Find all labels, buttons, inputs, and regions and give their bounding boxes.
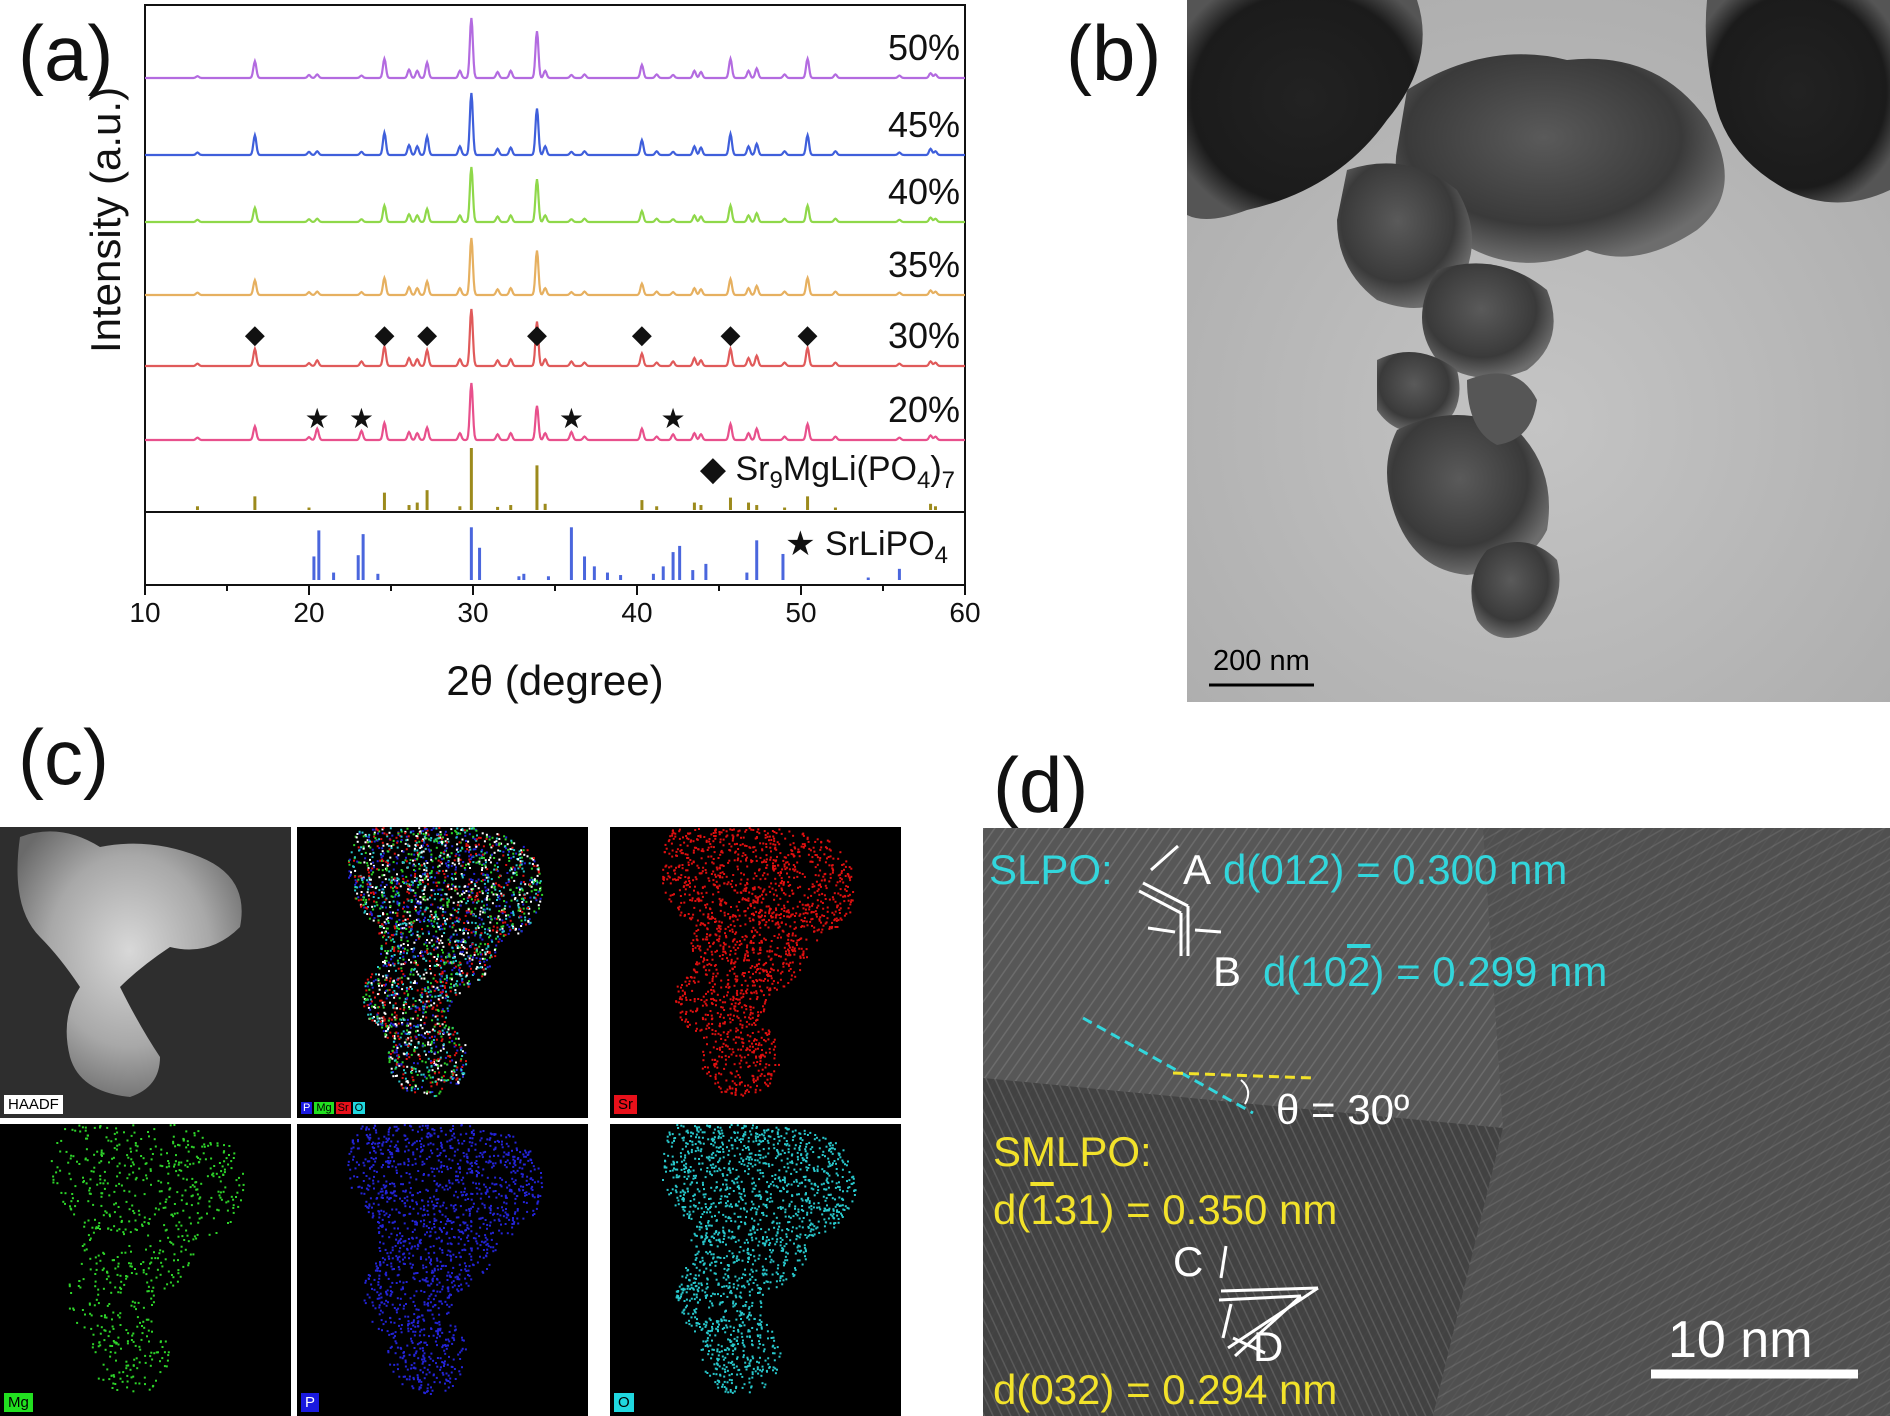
series-label-40pct: 40%: [888, 171, 960, 212]
eds-overlay-legend-p: P: [301, 1102, 313, 1114]
reference-legend-sr9mgli-part-6: 7: [942, 467, 955, 494]
diamond-marker-2: ◆: [417, 319, 437, 349]
diamond-marker-0: ◆: [245, 319, 265, 349]
eds-overlay-legend-sr: Sr: [335, 1102, 351, 1114]
eds-label-o: O: [614, 1393, 634, 1412]
diamond-marker-4: ◆: [632, 319, 652, 349]
series-line-35pct: [145, 237, 965, 297]
hrtem-d102-bar: 2: [1347, 948, 1371, 995]
star-marker-0: ★: [305, 403, 330, 434]
series-line-50pct: [145, 17, 965, 80]
x-axis-label: 2θ (degree): [446, 657, 663, 704]
hrtem-d102: d(102) = 0.299 nm: [1263, 948, 1607, 996]
panel-label-b: (b): [1066, 9, 1162, 97]
tem-image: 200 nm: [1187, 0, 1890, 702]
x-tick-label-2: 30: [457, 597, 488, 628]
hrtem-d012: d(012) = 0.300 nm: [1223, 846, 1568, 893]
star-marker-3: ★: [661, 403, 686, 434]
eds-label-p: P: [301, 1393, 320, 1412]
eds-map-o: O: [610, 1124, 901, 1416]
hrtem-d131: d(131) = 0.350 nm: [993, 1186, 1337, 1234]
reference-legend-sr9mgli-part-1: Sr: [735, 450, 769, 488]
hrtem-d102-post: ) = 0.299 nm: [1370, 948, 1608, 995]
panel-label-a: (a): [18, 9, 114, 97]
diamond-marker-6: ◆: [798, 319, 818, 349]
x-tick-label-5: 60: [949, 597, 980, 628]
reference-legend-srlipo4-part-0: ★: [785, 525, 825, 563]
diamond-marker-1: ◆: [374, 319, 394, 349]
eds-map-p: P: [297, 1124, 588, 1416]
series-label-35pct: 35%: [888, 244, 960, 285]
series-label-30pct: 30%: [888, 315, 960, 356]
eds-dots: [347, 1124, 544, 1395]
eds-label-mg: Mg: [4, 1393, 33, 1412]
hrtem-fringe-marker-ab: [1138, 844, 1222, 956]
reference-legend-sr9mgli-part-2: 9: [769, 467, 782, 494]
series-line-40pct: [145, 166, 965, 224]
eds-dots: [662, 1124, 857, 1394]
hrtem-d131-bar: 1: [1030, 1186, 1054, 1233]
hrtem-scale-bar-label: 10 nm: [1668, 1311, 1813, 1369]
x-tick-label-3: 40: [621, 597, 652, 628]
series-line-45pct: [145, 92, 965, 157]
series-line-20pct: [145, 382, 965, 442]
reference-legend-sr9mgli-part-0: ◆: [700, 450, 736, 488]
star-marker-1: ★: [349, 403, 374, 434]
series-label-45pct: 45%: [888, 104, 960, 145]
reference-legend-sr9mgli-part-4: 4: [917, 467, 930, 494]
eds-map-mg: Mg: [0, 1124, 291, 1416]
hrtem-image: SLPO: A d(012) = 0.300 nm B d(102) = 0.2…: [983, 828, 1890, 1416]
series-label-50pct: 50%: [888, 27, 960, 68]
tem-particles: [1187, 0, 1890, 702]
hrtem-d102-pre: d(10: [1263, 948, 1348, 995]
eds-overlay-legend: P Mg Sr O: [301, 1102, 366, 1114]
eds-overlay-legend-mg: Mg: [314, 1102, 334, 1114]
hrtem-mark-d: D: [1253, 1323, 1284, 1370]
x-tick-label-0: 10: [129, 597, 160, 628]
diamond-marker-3: ◆: [527, 319, 547, 349]
hrtem-d032: d(032) = 0.294 nm: [993, 1366, 1338, 1413]
reference-legend-srlipo4-part-1: SrLiPO: [825, 525, 935, 563]
hrtem-slpo-label: SLPO:: [989, 846, 1113, 893]
hrtem-fringe-marker-cd: [1218, 1245, 1319, 1358]
reference-legend-srlipo4-part-2: 4: [935, 542, 948, 569]
hrtem-d131-pre: d(: [993, 1186, 1031, 1233]
eds-dots: [662, 827, 855, 1097]
hrtem-angle: θ = 30º: [1276, 1086, 1410, 1133]
panel-label-d: (d): [993, 741, 1089, 829]
hrtem-smlpo-line: [1172, 1071, 1314, 1080]
x-tick-label-4: 50: [785, 597, 816, 628]
eds-label-sr: Sr: [614, 1095, 637, 1114]
hrtem-smlpo-label: SMLPO:: [993, 1128, 1152, 1175]
tem-scale-bar-label: 200 nm: [1213, 645, 1310, 677]
hrtem-lattice: [983, 828, 1890, 1416]
x-tick-label-1: 20: [293, 597, 324, 628]
series-line-30pct: [145, 308, 965, 368]
diamond-marker-5: ◆: [720, 319, 740, 349]
eds-dots: [50, 1124, 245, 1393]
y-axis-label: Intensity (a.u.): [82, 87, 129, 353]
eds-label-haadf: HAADF: [4, 1095, 63, 1114]
reference-legend-srlipo4: ★ SrLiPO4: [785, 525, 948, 569]
panel-label-c: (c): [18, 713, 109, 801]
eds-dots: [348, 827, 544, 1098]
eds-map-overlay: P Mg Sr O: [297, 827, 588, 1118]
eds-map-haadf: HAADF: [0, 827, 291, 1118]
eds-map-sr: Sr: [610, 827, 901, 1118]
hrtem-slpo-line: [1082, 1016, 1254, 1115]
hrtem-mark-a: A: [1183, 846, 1212, 893]
star-marker-2: ★: [559, 403, 584, 434]
hrtem-mark-b: B: [1213, 948, 1242, 995]
eds-overlay-legend-o: O: [352, 1102, 366, 1114]
reference-legend-sr9mgli-part-3: MgLi(PO: [783, 450, 917, 488]
hrtem-d131-post: 31) = 0.350 nm: [1053, 1186, 1338, 1233]
reference-legend-sr9mgli: ◆ Sr9MgLi(PO4)7: [700, 450, 955, 494]
xrd-chart: 10 20 30 40 50 60 2θ (degree) Intensity (a.u.) 5…: [82, 4, 980, 704]
hrtem-mark-c: C: [1173, 1238, 1204, 1285]
reference-legend-sr9mgli-part-5: ): [930, 450, 941, 488]
series-label-20pct: 20%: [888, 389, 960, 430]
